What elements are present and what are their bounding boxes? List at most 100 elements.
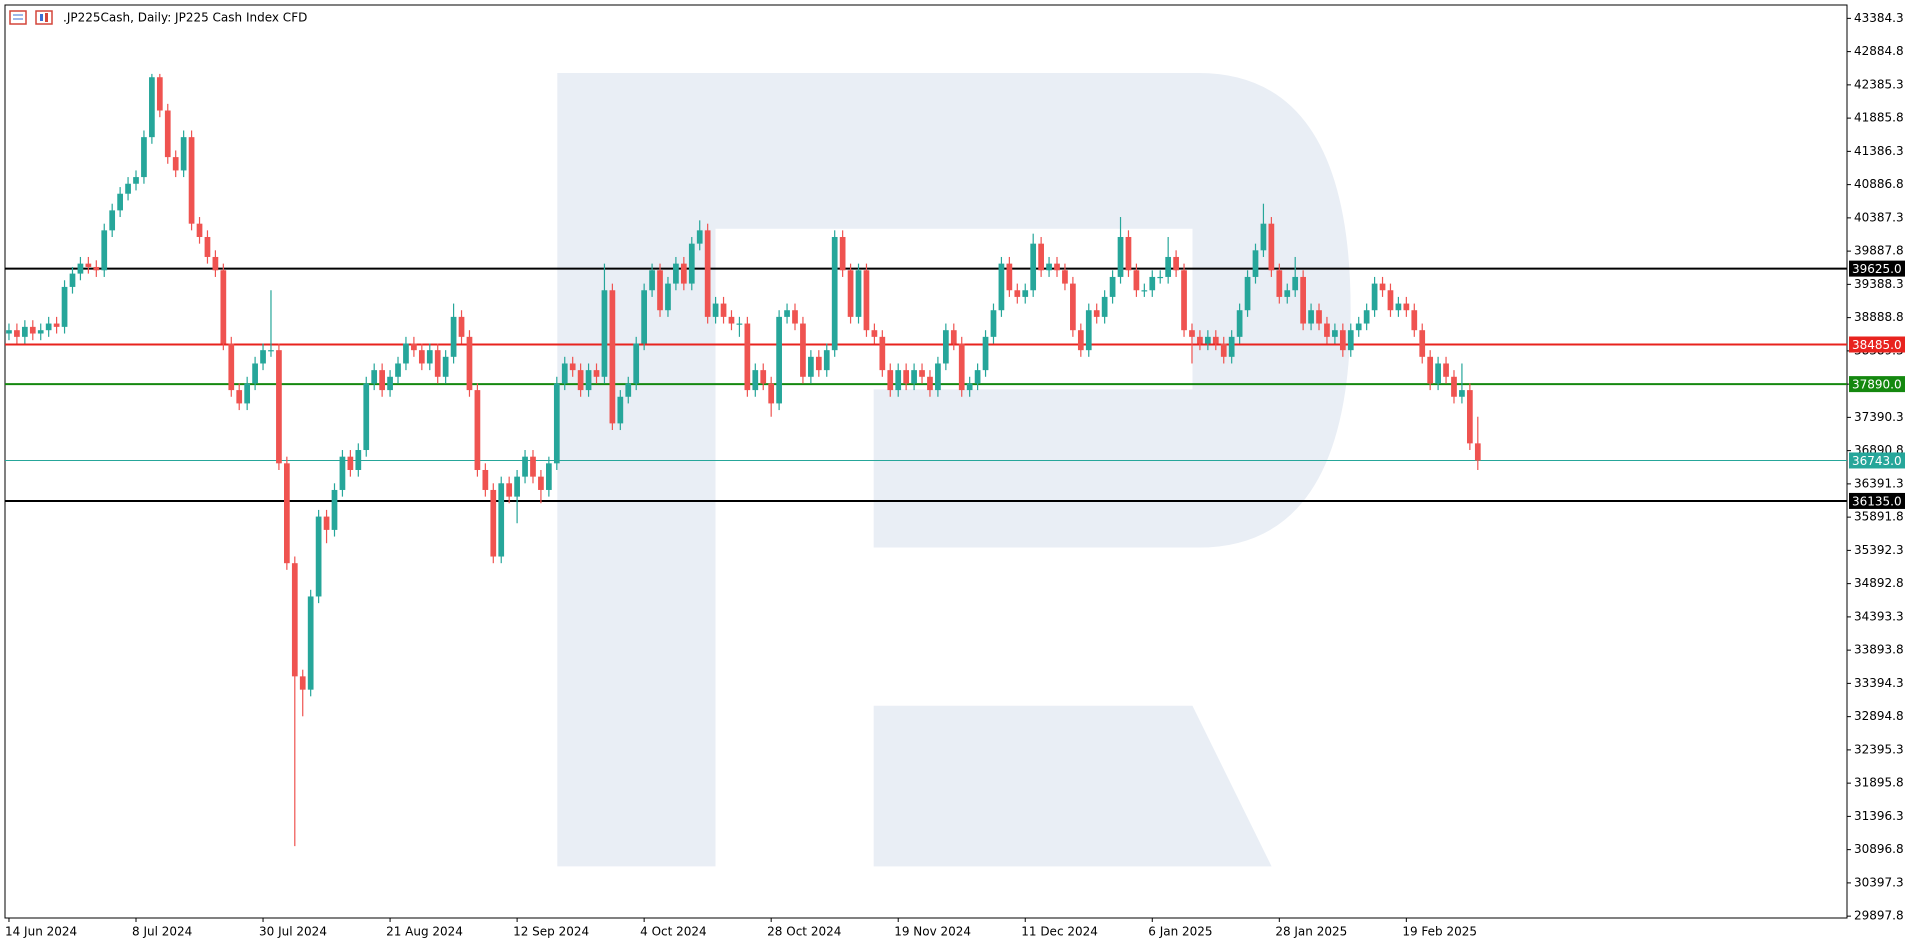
candle-body <box>1236 310 1243 337</box>
candle-body <box>188 137 195 224</box>
y-tick-label: 29897.8 <box>1854 909 1904 923</box>
candle-body <box>331 489 338 530</box>
y-tick-label: 33394.3 <box>1854 676 1904 690</box>
level-label: 36135.0 <box>1852 494 1902 508</box>
candle-body <box>919 370 925 377</box>
y-tick-label: 32894.8 <box>1854 709 1904 723</box>
candle-body <box>601 290 608 377</box>
candle-body <box>768 383 775 404</box>
candle-body <box>927 376 933 391</box>
y-tick-label: 39388.3 <box>1854 277 1904 291</box>
candle-body <box>85 263 92 267</box>
candle-body <box>760 370 767 384</box>
candle-body <box>172 157 179 171</box>
candle-body <box>1443 363 1449 377</box>
candle-body <box>29 326 36 334</box>
y-tick-label: 41885.8 <box>1854 111 1904 125</box>
candle-body <box>800 323 806 377</box>
candle-body <box>1165 256 1172 277</box>
candle-body <box>1085 310 1092 351</box>
candle-body <box>482 469 489 490</box>
candle-body <box>355 450 362 470</box>
candle-body <box>1276 270 1283 297</box>
candle-body <box>704 230 711 317</box>
y-tick-label: 35392.3 <box>1854 543 1904 557</box>
candle-body <box>808 356 814 377</box>
candle-body <box>903 370 910 384</box>
candle-body <box>101 230 108 271</box>
candle-body <box>990 310 997 337</box>
candle-body <box>1030 243 1037 291</box>
candle-body <box>1228 336 1235 357</box>
x-tick-label: 11 Dec 2024 <box>1021 925 1098 939</box>
y-tick-label: 42884.8 <box>1854 44 1904 58</box>
y-tick-label: 30397.3 <box>1854 875 1904 889</box>
level-label-box <box>1849 336 1905 353</box>
candle-body <box>395 363 401 377</box>
candle-body <box>720 303 727 317</box>
candle-body <box>1371 283 1378 311</box>
candle-body <box>291 563 298 677</box>
candle-body <box>418 350 425 364</box>
chart-title: .JP225Cash, Daily: JP225 Cash Index CFD <box>63 11 307 25</box>
candle-body <box>569 363 576 371</box>
candle-body <box>133 177 139 184</box>
candle-body <box>1387 290 1394 311</box>
y-tick-label: 43384.3 <box>1854 11 1904 25</box>
candle-body <box>1252 250 1259 277</box>
candle-body <box>125 183 131 194</box>
candle-body <box>1212 336 1219 344</box>
candle-body <box>260 350 266 364</box>
candle-body <box>1181 270 1187 331</box>
y-tick-label: 34393.3 <box>1854 609 1904 623</box>
candle-body <box>204 236 211 257</box>
candle-body <box>1149 276 1156 291</box>
candle-body <box>180 137 187 171</box>
candle-body <box>546 463 552 490</box>
candle-body <box>149 77 155 138</box>
candle-body <box>736 323 743 325</box>
x-tick-label: 12 Sep 2024 <box>513 925 589 939</box>
y-tick-label: 35891.8 <box>1854 510 1904 524</box>
y-tick-label: 36391.3 <box>1854 476 1904 490</box>
candle-body <box>1355 323 1362 331</box>
candle-body <box>1022 290 1029 297</box>
candle-body <box>1308 310 1314 324</box>
candle-body <box>164 110 171 158</box>
candle-body <box>1300 276 1306 324</box>
candle-body <box>609 290 616 424</box>
candle-body <box>276 350 282 464</box>
y-tick-label: 42385.3 <box>1854 77 1904 91</box>
candle-body <box>553 383 560 464</box>
x-tick-label: 21 Aug 2024 <box>386 925 463 939</box>
candle-body <box>307 596 314 690</box>
candle-body <box>1244 276 1251 311</box>
candle-body <box>1419 330 1426 357</box>
candle-body <box>617 396 624 424</box>
y-tick-label: 40886.8 <box>1854 177 1904 191</box>
watermark <box>557 73 1351 867</box>
candle-body <box>506 483 513 497</box>
candle-body <box>792 310 798 324</box>
candle-body <box>252 363 258 384</box>
candle-body <box>680 263 687 284</box>
candle-body <box>236 390 243 404</box>
candle-body <box>45 323 52 331</box>
candle-body <box>688 243 695 284</box>
candle-body <box>752 370 759 391</box>
candle-body <box>625 383 632 397</box>
candle-body <box>776 316 782 404</box>
candle-body <box>871 330 878 337</box>
candle-body <box>1006 263 1013 291</box>
candle-body <box>1157 276 1164 279</box>
candle-body <box>1316 310 1322 324</box>
candle-body <box>283 463 290 564</box>
candle-body <box>974 370 981 384</box>
candle-body <box>21 326 28 337</box>
y-tick-label: 37390.3 <box>1854 410 1904 424</box>
toolbar-icons <box>9 10 53 25</box>
candle-body <box>1411 310 1418 331</box>
candle-body <box>1101 296 1108 317</box>
